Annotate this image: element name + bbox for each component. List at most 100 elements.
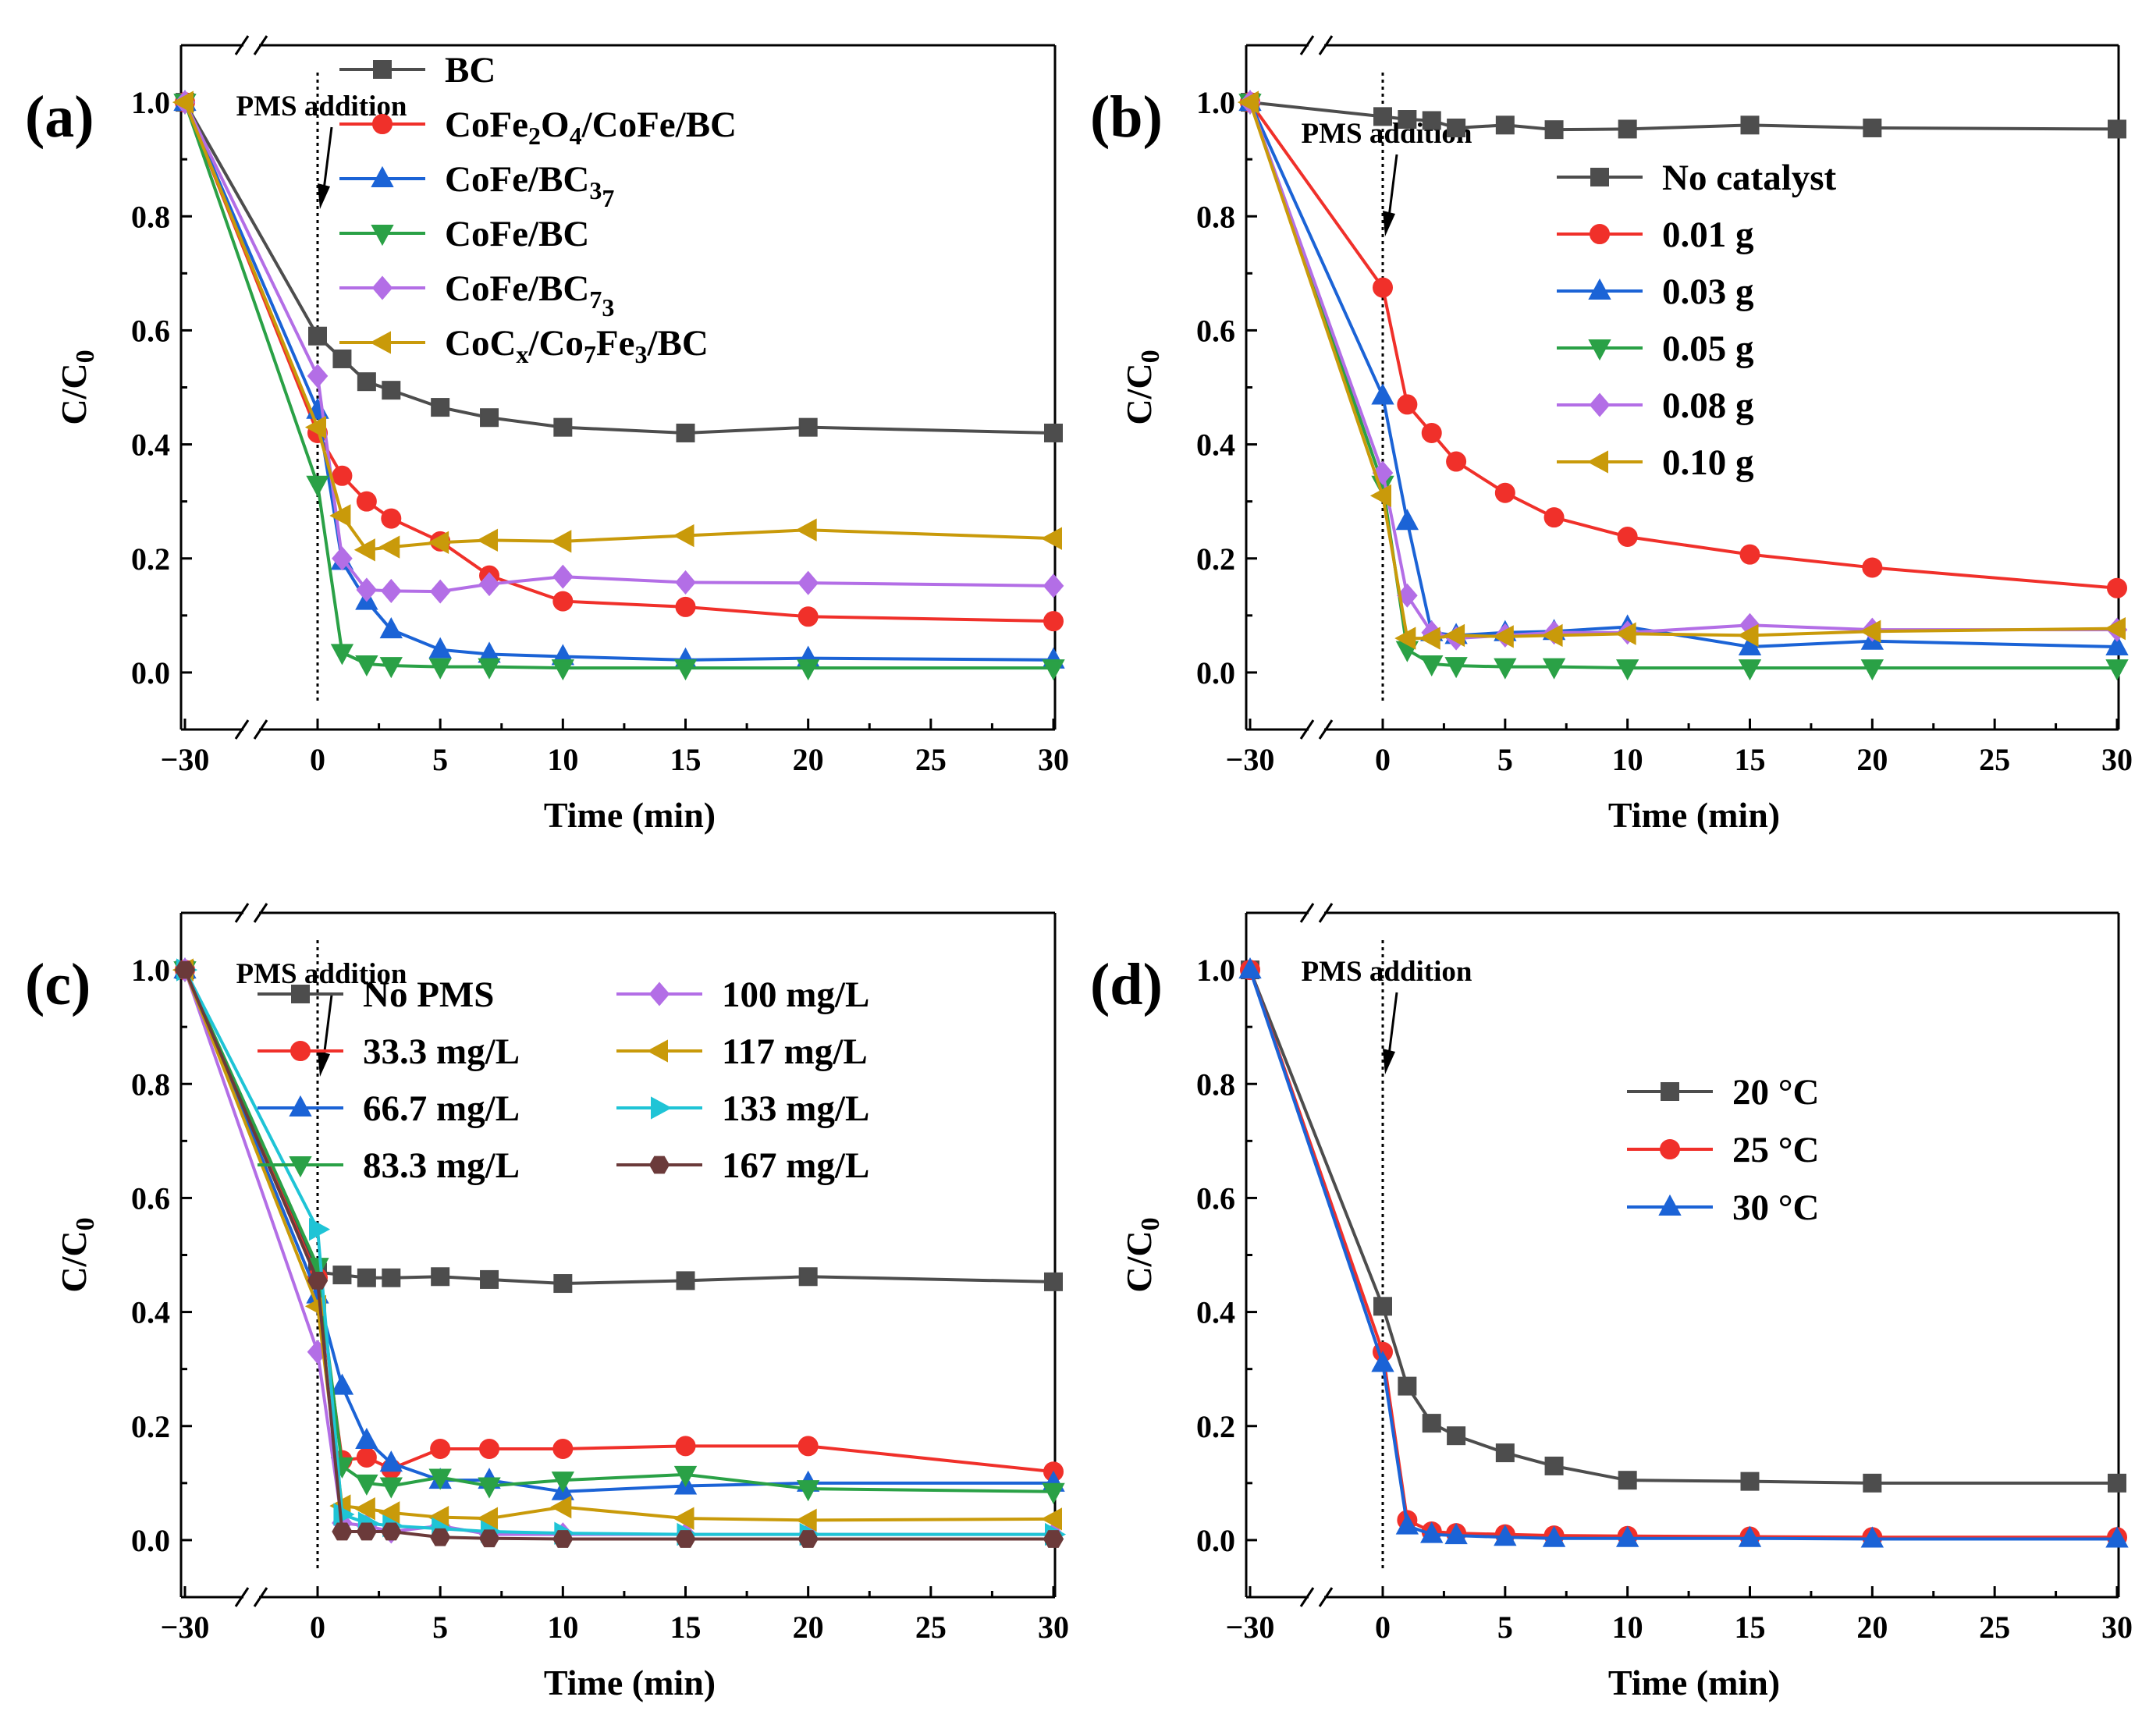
data-point — [379, 1450, 403, 1472]
series-167-mg-l — [174, 960, 1064, 1548]
legend-item-cofe-bc73: CoFe/BC73 — [339, 268, 614, 321]
axis-break-mark — [1299, 1587, 1315, 1607]
legend: No catalyst 0.01 g 0.03 g 0.05 g 0.08 g 0.10 … — [1557, 158, 1837, 483]
legend-label: No catalyst — [1662, 158, 1837, 198]
data-point — [1446, 451, 1467, 472]
data-point — [795, 518, 817, 541]
legend-label: CoFe2O4/CoFe/BC — [445, 105, 737, 150]
data-point — [675, 1436, 696, 1457]
legend-label: 83.3 mg/L — [363, 1145, 520, 1186]
legend-label: 0.10 g — [1662, 442, 1754, 483]
legend-marker — [289, 1095, 312, 1117]
data-point — [1419, 627, 1440, 650]
data-point — [796, 1480, 820, 1502]
data-point — [1238, 957, 1262, 979]
data-point — [676, 1271, 695, 1290]
data-point — [1739, 544, 1760, 565]
legend-label: 100 mg/L — [722, 975, 869, 1015]
series-30-c — [1238, 957, 2129, 1548]
data-point — [1044, 1272, 1063, 1291]
data-point — [796, 659, 820, 681]
data-point — [1398, 1376, 1417, 1396]
data-point — [429, 579, 451, 604]
legend-item-cofe-bc: CoFe/BC — [339, 214, 589, 254]
y-tick-label: 0.2 — [1196, 541, 1235, 577]
data-point — [673, 659, 698, 681]
data-point — [1447, 118, 1466, 137]
axis-break-mark — [234, 35, 250, 55]
legend-label: CoCx/Co7Fe3/BC — [445, 323, 709, 368]
data-point — [552, 1530, 574, 1548]
data-point — [1237, 91, 1259, 114]
x-tick-label: −30 — [161, 1610, 210, 1645]
x-axis-title: Time (min) — [544, 1663, 716, 1702]
legend-marker — [1590, 224, 1610, 244]
x-tick-label: 25 — [1979, 1610, 2010, 1645]
data-point — [1542, 1525, 1566, 1547]
data-point — [1618, 1471, 1637, 1490]
legend-marker — [369, 331, 391, 354]
series-25-c — [1240, 960, 2127, 1548]
x-axis-title: Time (min) — [1608, 1663, 1780, 1702]
legend-label: 30 °C — [1732, 1188, 1820, 1228]
data-point — [551, 1472, 575, 1493]
data-point — [1397, 394, 1418, 415]
data-point — [1737, 623, 1759, 648]
y-tick-label: 0.8 — [131, 199, 170, 234]
legend-marker — [1589, 392, 1611, 417]
data-point — [428, 531, 449, 554]
data-point — [356, 577, 378, 602]
series-line — [183, 969, 1054, 1474]
data-point — [2104, 616, 2126, 641]
legend-item-0-01-g: 0.01 g — [1557, 215, 1754, 255]
data-point — [1373, 277, 1393, 298]
pms-addition-label: PMS addition — [1302, 956, 1472, 988]
legend-marker — [1658, 1194, 1682, 1216]
y-tick-label: 0.6 — [1196, 313, 1235, 348]
data-point — [797, 1436, 819, 1457]
data-point — [1373, 1297, 1392, 1316]
legend-marker — [1590, 168, 1609, 186]
data-point — [1615, 1525, 1639, 1547]
series-line — [1249, 969, 2117, 1541]
x-tick-label: 20 — [793, 1610, 824, 1645]
legend-label: CoFe/BC37 — [445, 159, 614, 212]
legend-label: 0.05 g — [1662, 328, 1754, 369]
y-tick-label: 0.0 — [131, 655, 170, 690]
data-point — [675, 1530, 696, 1548]
axis-break-mark — [234, 1587, 250, 1607]
series-0-10-g — [1237, 91, 2126, 650]
data-point — [378, 1501, 400, 1525]
panel-label: (d) — [1090, 952, 1163, 1017]
series-line — [183, 969, 1053, 1536]
legend: 20 °C 25 °C 30 °C — [1627, 1072, 1820, 1228]
data-point — [551, 659, 575, 681]
y-axis-title: C/C0 — [1119, 1217, 1165, 1292]
legend-marker — [290, 1041, 311, 1061]
data-point — [428, 637, 452, 659]
x-tick-label: 0 — [1375, 1610, 1391, 1645]
data-point — [329, 504, 351, 527]
y-tick-label: 1.0 — [131, 85, 170, 120]
data-point — [382, 381, 401, 400]
data-point — [1043, 573, 1064, 598]
data-point — [480, 1269, 499, 1289]
series-no-catalyst — [1241, 93, 2126, 140]
legend-marker — [648, 1156, 670, 1174]
data-point — [2108, 119, 2126, 139]
x-tick-label: 10 — [547, 1610, 578, 1645]
x-tick-label: 0 — [1375, 742, 1391, 777]
y-tick-label: 0.0 — [131, 1523, 170, 1558]
y-tick-label: 0.8 — [1196, 1067, 1235, 1102]
data-point — [356, 491, 377, 512]
data-point — [1422, 1414, 1441, 1433]
data-point — [1617, 526, 1638, 547]
y-tick-label: 0.2 — [1196, 1409, 1235, 1444]
data-point — [309, 1217, 331, 1241]
data-point — [552, 1438, 574, 1459]
data-point — [357, 372, 376, 392]
data-point — [1042, 659, 1065, 681]
data-point — [673, 1465, 698, 1487]
